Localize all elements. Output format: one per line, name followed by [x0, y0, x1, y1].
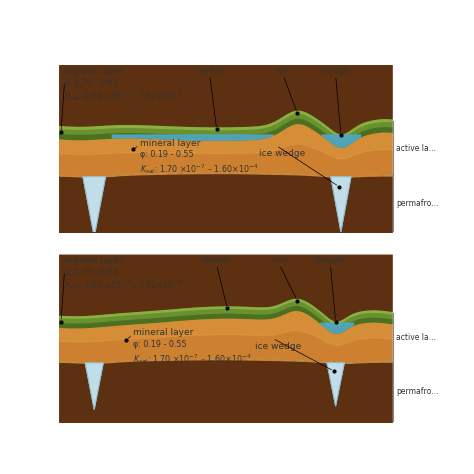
Text: permafrо...: permafrо...: [396, 200, 438, 209]
Text: $\mathit{K}_{sat}$: 1.70 ×10$^{-7}$ – 1.60×10$^{-4}$: $\mathit{K}_{sat}$: 1.70 ×10$^{-7}$ – 1.…: [140, 162, 258, 176]
Text: rim: rim: [275, 67, 291, 76]
Text: active la...: active la...: [396, 333, 436, 342]
Text: φ: 0.70 - 0.93: φ: 0.70 - 0.93: [64, 268, 118, 277]
Text: $\mathit{K}_{sat}$: 1.00 ×10$^{-7}$ – 7.32×10$^{-3}$: $\mathit{K}_{sat}$: 1.00 ×10$^{-7}$ – 7.…: [64, 278, 183, 292]
Text: center: center: [202, 256, 231, 265]
Text: $\mathit{K}_{sat}$: 1.00 ×10$^{-7}$ – 7.32×10$^{-3}$: $\mathit{K}_{sat}$: 1.00 ×10$^{-7}$ – 7.…: [64, 89, 183, 102]
Text: rim: rim: [272, 256, 287, 265]
Polygon shape: [327, 363, 345, 406]
Text: mineral layer: mineral layer: [133, 328, 193, 337]
Text: organic layer: organic layer: [64, 67, 124, 76]
Text: active la...: active la...: [396, 144, 436, 153]
Text: mineral layer: mineral layer: [140, 139, 200, 148]
Text: ice wedge: ice wedge: [255, 342, 301, 351]
Polygon shape: [331, 177, 351, 232]
Text: φ: 0.19 - 0.55: φ: 0.19 - 0.55: [140, 150, 193, 159]
Polygon shape: [85, 363, 103, 410]
Text: ice wedge: ice wedge: [259, 149, 305, 158]
Text: φ: 0.70 - 0.93: φ: 0.70 - 0.93: [64, 79, 118, 88]
Text: trough: trough: [316, 256, 346, 265]
Polygon shape: [85, 363, 103, 410]
Polygon shape: [331, 177, 351, 232]
Text: $\mathit{K}_{sat}$: 1.70 ×10$^{-7}$ – 1.60×10$^{-4}$: $\mathit{K}_{sat}$: 1.70 ×10$^{-7}$ – 1.…: [133, 352, 251, 365]
Text: organic layer: organic layer: [64, 256, 124, 265]
Polygon shape: [83, 177, 106, 237]
Polygon shape: [327, 363, 345, 406]
Text: permafrо...: permafrо...: [396, 387, 438, 396]
Text: trough: trough: [321, 67, 351, 76]
Text: φ: 0.19 - 0.55: φ: 0.19 - 0.55: [133, 340, 186, 349]
Polygon shape: [83, 177, 106, 237]
Text: center: center: [195, 67, 224, 76]
